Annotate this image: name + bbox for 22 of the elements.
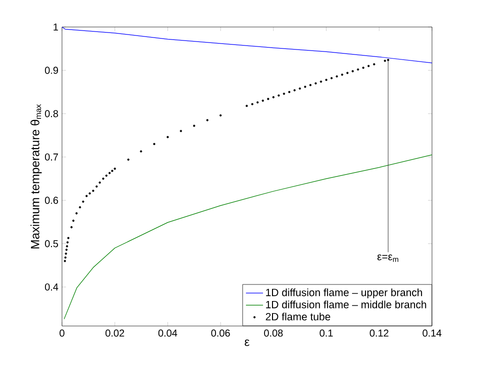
line-series [64, 154, 432, 320]
y-tick-label: 0.5 [44, 240, 58, 248]
x-tick-label: 0.08 [264, 330, 283, 337]
x-tick-label: 0.1 [320, 330, 333, 337]
y-axis-title: Maximum temperature θ$_{max}$ [30, 104, 42, 248]
x-tick-label: 0.14 [422, 330, 442, 337]
y-tick-label: 1 [54, 24, 58, 30]
legend-label: 1D diffusion flame – middle branch [266, 300, 426, 308]
x-tick-label: 0.06 [211, 330, 230, 337]
y-tick-label: 0.8 [44, 110, 58, 118]
y-tick-label: 0.9 [44, 66, 58, 74]
x-axis-title: ε [244, 339, 250, 346]
x-tick-label: 0.04 [158, 330, 178, 337]
y-tick-label: 0.6 [44, 196, 58, 204]
legend-label: 1D diffusion flame – upper branch [266, 288, 422, 298]
x-tick-label: 0.12 [370, 330, 388, 337]
x-tick-label: 0.02 [106, 330, 124, 337]
y-tick-label: 0.7 [44, 153, 58, 161]
y-tick-label: 0.4 [44, 283, 58, 291]
x-tick-label: 0 [60, 330, 64, 337]
annotation: ε=ε$_{m}$ [377, 254, 398, 262]
legend-label: 2D flame tube [266, 312, 330, 320]
